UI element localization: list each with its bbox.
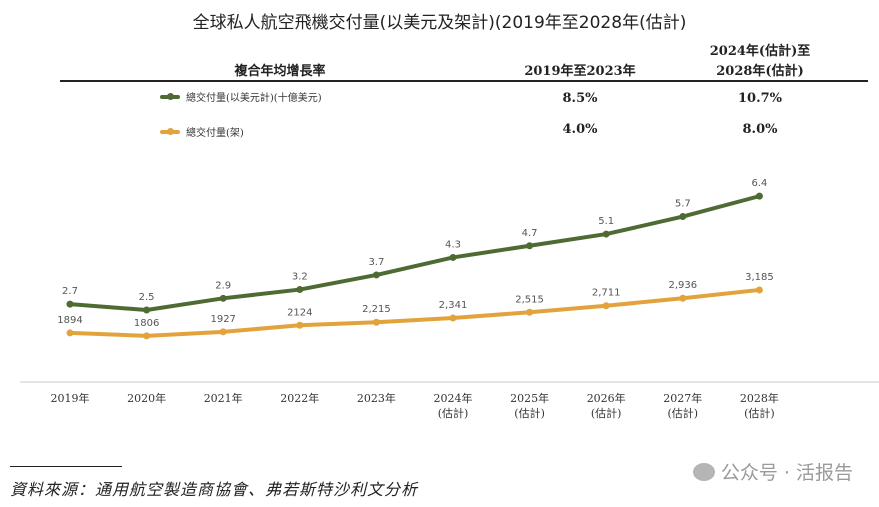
wechat-icon <box>692 462 715 481</box>
source-note: 資料來源：通用航空製造商協會、弗若斯特沙利文分析 <box>10 480 419 499</box>
cagr-value: 10.7% <box>737 91 782 106</box>
data-label: 4.3 <box>445 239 461 250</box>
data-point <box>296 321 304 329</box>
x-tick-label: (估計) <box>591 406 622 420</box>
period2-header-line2: 2028年(估計) <box>716 64 804 79</box>
legend-label: 總交付量(以美元計)(十億美元) <box>186 93 322 104</box>
watermark-text: 公众号 · 活报告 <box>720 462 853 484</box>
data-label: 5.1 <box>598 216 614 227</box>
legend-units: 總交付量(架) <box>160 124 244 139</box>
data-label: 2,341 <box>439 300 468 311</box>
data-label: 6.4 <box>751 178 767 189</box>
source-divider <box>10 466 122 467</box>
data-label: 2.9 <box>215 280 231 291</box>
data-point <box>372 318 380 326</box>
data-label: 2,515 <box>515 294 544 305</box>
data-point <box>143 332 151 340</box>
data-label: 4.7 <box>522 228 538 239</box>
data-label: 1894 <box>57 315 82 326</box>
data-point <box>296 286 304 294</box>
x-tick-label: (估計) <box>668 406 699 420</box>
x-tick-label: (估計) <box>744 406 775 420</box>
data-point <box>66 300 74 308</box>
data-point <box>526 242 534 250</box>
data-label: 5.7 <box>675 199 691 210</box>
data-label: 2124 <box>287 307 312 318</box>
x-tick-label: 2021年 <box>204 391 243 405</box>
cagr-value: 4.0% <box>562 122 598 137</box>
watermark: 公众号 · 活报告 <box>692 458 853 485</box>
data-point <box>372 271 380 279</box>
x-tick-label: (估計) <box>438 406 469 420</box>
legend-label: 總交付量(架) <box>186 128 244 139</box>
x-tick-label: 2027年 <box>663 391 702 405</box>
cagr-header: 複合年均增長率 <box>234 64 326 79</box>
data-label: 2,936 <box>668 280 697 291</box>
x-tick-label: 2024年 <box>434 391 473 405</box>
data-point <box>66 329 74 337</box>
x-tick-label: 2025年 <box>510 391 549 405</box>
green-line-swatch-icon <box>160 92 180 100</box>
data-point <box>449 253 457 261</box>
data-point <box>602 302 610 310</box>
data-point <box>755 192 763 200</box>
data-label: 2.7 <box>62 286 78 297</box>
x-tick-label: 2019年 <box>51 391 90 405</box>
x-tick-label: 2026年 <box>587 391 626 405</box>
data-label: 3.7 <box>368 257 384 268</box>
data-point <box>679 213 687 221</box>
data-point <box>143 306 151 314</box>
data-label: 3.2 <box>292 272 308 283</box>
period1-header: 2019年至2023年 <box>524 64 636 79</box>
x-tick-label: 2022年 <box>280 391 319 405</box>
data-label: 1927 <box>210 314 235 325</box>
data-point <box>449 314 457 322</box>
data-label: 1806 <box>134 318 159 329</box>
data-label: 3,185 <box>745 272 774 283</box>
orange-line-swatch-icon <box>160 127 180 135</box>
cagr-value: 8.0% <box>742 122 778 137</box>
chart-title: 全球私人航空飛機交付量(以美元及架計)(2019年至2028年(估計) <box>192 13 687 33</box>
data-label: 2.5 <box>139 292 155 303</box>
x-tick-label: 2028年 <box>740 391 779 405</box>
x-tick-label: 2023年 <box>357 391 396 405</box>
x-tick-label: 2020年 <box>127 391 166 405</box>
data-point <box>679 294 687 302</box>
data-point <box>219 328 227 336</box>
series-line <box>69 194 760 312</box>
cagr-value: 8.5% <box>562 91 598 106</box>
series-line <box>69 287 760 338</box>
data-point <box>526 308 534 316</box>
data-label: 2,215 <box>362 304 391 315</box>
data-point <box>602 230 610 238</box>
table-rule <box>60 80 868 82</box>
x-tick-label: (估計) <box>514 406 545 420</box>
data-label: 2,711 <box>592 288 621 299</box>
legend-value: 總交付量(以美元計)(十億美元) <box>160 89 322 104</box>
period2-header-line1: 2024年(估計)至 <box>709 44 811 59</box>
data-point <box>755 286 763 294</box>
data-point <box>219 294 227 302</box>
